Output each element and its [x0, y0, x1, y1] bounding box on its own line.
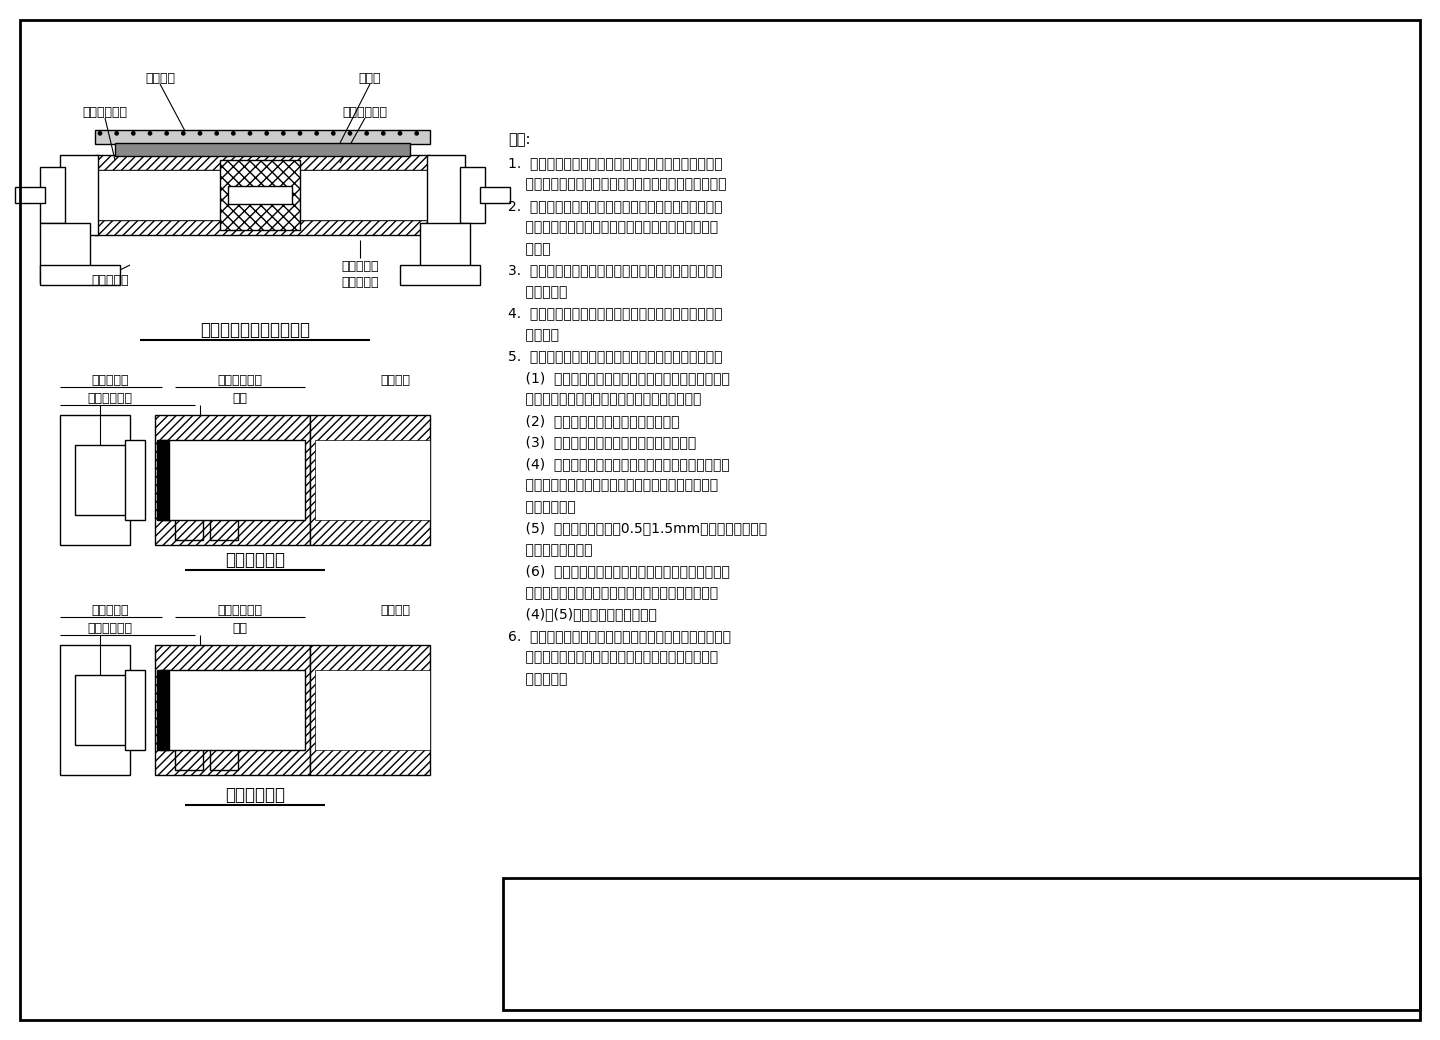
Bar [176, 495, 203, 540]
Bar [75, 445, 130, 515]
Text: 图集号: 图集号 [1159, 910, 1179, 924]
Bar [60, 415, 130, 545]
Text: (2)  采用专用整圆器将管口端部整圆。: (2) 采用专用整圆器将管口端部整圆。 [508, 414, 680, 428]
Bar [503, 878, 1420, 1010]
Text: 6.  太阳能集热器之间的连接管及集热循环管路均需保温，: 6. 太阳能集热器之间的连接管及集热循环管路均需保温， [508, 629, 732, 643]
Bar [428, 155, 465, 235]
Text: 卡套式管接头: 卡套式管接头 [82, 105, 128, 119]
Text: 55: 55 [1312, 989, 1328, 1003]
Bar [157, 670, 168, 750]
Text: 1.  太阳能集热器卡套式连接适用于太阳能集热器的进、: 1. 太阳能集热器卡套式连接适用于太阳能集热器的进、 [508, 156, 723, 170]
Bar [420, 223, 469, 283]
Text: 配套提供。: 配套提供。 [508, 285, 567, 300]
Text: 页: 页 [1165, 989, 1172, 1003]
Text: (4)和(5)步骤至管道安装完毕。: (4)和(5)步骤至管道安装完毕。 [508, 607, 657, 622]
Text: 保温材料应能耐集热系统的最高温度，材质及厚度由: 保温材料应能耐集热系统的最高温度，材质及厚度由 [508, 650, 719, 665]
Bar [400, 265, 480, 285]
Text: (1)  检查太阳能集热器出口直铜管管口，如发现管口: (1) 检查太阳能集热器出口直铜管管口，如发现管口 [508, 371, 730, 385]
Bar [310, 645, 431, 775]
Bar [210, 725, 238, 770]
Text: 太阳能集热器卡套式连接示意图: 太阳能集热器卡套式连接示意图 [700, 904, 922, 930]
Bar [95, 220, 431, 235]
Text: 保护层: 保护层 [359, 72, 382, 84]
Bar [60, 645, 130, 775]
Text: 5.  太阳能集热器之间采用卡套式管件连接的安装步骤：: 5. 太阳能集热器之间采用卡套式管件连接的安装步骤： [508, 349, 723, 364]
Bar [95, 155, 431, 170]
Bar [160, 670, 305, 750]
Text: 外丝直通本体: 外丝直通本体 [217, 373, 262, 387]
Bar [60, 155, 98, 235]
Text: 太阳能集热器: 太阳能集热器 [343, 105, 387, 119]
Bar [156, 645, 310, 775]
Text: 外丝直通连接: 外丝直通连接 [225, 551, 285, 569]
Text: 有毛刺、不平整或端面不垂直轴线时，应修正。: 有毛刺、不平整或端面不垂直轴线时，应修正。 [508, 392, 701, 407]
Text: 设计确定。: 设计确定。 [508, 672, 567, 686]
Text: 太阳能集热器的直铜管出口处于同一条直线上，重复: 太阳能集热器的直铜管出口处于同一条直线上，重复 [508, 586, 719, 600]
Text: 内丝直通连接: 内丝直通连接 [225, 786, 285, 804]
Bar [459, 167, 485, 223]
Bar [14, 187, 45, 203]
Text: 连接。: 连接。 [508, 242, 550, 256]
Text: 集热器入口: 集热器入口 [341, 260, 379, 274]
Text: 2.  太阳能集热器之间采用卡套式管件连接，太阳能集热: 2. 太阳能集热器之间采用卡套式管件连接，太阳能集热 [508, 199, 723, 213]
Bar [40, 265, 120, 285]
Bar [315, 670, 431, 750]
Text: 垫片: 垫片 [232, 391, 248, 405]
Bar [228, 186, 292, 204]
Text: 太阳能集热器: 太阳能集热器 [88, 622, 132, 634]
Text: 直铜管接头: 直铜管接头 [341, 276, 379, 288]
Bar [125, 670, 145, 750]
Text: 太阳能集热器卡套式连接: 太阳能集热器卡套式连接 [200, 321, 310, 339]
Bar [40, 167, 65, 223]
Bar [75, 675, 130, 745]
Text: 校对: 校对 [697, 989, 711, 1003]
Text: 管接头根部。: 管接头根部。 [508, 500, 576, 514]
Text: 器与阀门及金属管材之间采用卡套式内丝或外丝管件: 器与阀门及金属管材之间采用卡套式内丝或外丝管件 [508, 220, 719, 234]
Bar [160, 440, 305, 520]
Bar [220, 160, 300, 230]
Text: 4.  卡套式连接为刚性连接，对太阳能集热器的定位精度: 4. 卡套式连接为刚性连接，对太阳能集热器的定位精度 [508, 307, 723, 320]
Text: 集热器出口: 集热器出口 [91, 274, 128, 286]
Text: 说明:: 说明: [508, 132, 530, 147]
Text: 保温材料: 保温材料 [145, 72, 176, 84]
Text: 垫片: 垫片 [232, 622, 248, 634]
Text: 3.  太阳能集热器的连接管件应由太阳能集热器生产企业: 3. 太阳能集热器的连接管件应由太阳能集热器生产企业 [508, 263, 723, 278]
Bar [176, 725, 203, 770]
Bar [95, 170, 431, 220]
Text: 金属管材: 金属管材 [380, 603, 410, 617]
Bar [480, 187, 510, 203]
Bar [157, 440, 168, 520]
Text: 设计: 设计 [890, 989, 904, 1003]
Text: 张哲: 张哲 [759, 989, 773, 1003]
Bar [115, 142, 410, 156]
Bar [315, 440, 431, 520]
Bar [125, 440, 145, 520]
Bar [95, 130, 431, 144]
Text: 审核: 审核 [521, 989, 537, 1003]
Text: 15S128: 15S128 [1276, 907, 1364, 927]
Bar [156, 415, 310, 545]
Text: 与管件本体拧紧。: 与管件本体拧紧。 [508, 543, 592, 557]
Text: (4)  将锁紧螺帽、卡套套入太阳能集热器的直铜管出: (4) 将锁紧螺帽、卡套套入太阳能集热器的直铜管出 [508, 457, 730, 471]
Bar [310, 415, 431, 545]
Text: 要求高。: 要求高。 [508, 328, 559, 342]
Text: 王岩松: 王岩松 [946, 989, 969, 1003]
Bar [40, 223, 89, 283]
Text: 直铜管接头: 直铜管接头 [91, 603, 128, 617]
Text: 口端部，再用力将管接头插入管内，使直铜管管口达: 口端部，再用力将管接头插入管内，使直铜管管口达 [508, 478, 719, 493]
Text: 出口为直铜管的无压、承压太阳能集热器之间的连接。: 出口为直铜管的无压、承压太阳能集热器之间的连接。 [508, 178, 727, 191]
Bar [210, 495, 238, 540]
Text: (3)  先将一个太阳能集热器放置在支架上。: (3) 先将一个太阳能集热器放置在支架上。 [508, 436, 697, 449]
Text: 贾茸: 贾茸 [573, 989, 589, 1003]
Text: (5)  将卡套移至距管口0.5～1.5mm处，再将锁紧螺帽: (5) 将卡套移至距管口0.5～1.5mm处，再将锁紧螺帽 [508, 521, 768, 536]
Text: 太阳能集热器: 太阳能集热器 [88, 391, 132, 405]
Text: (6)  将相邻太阳能集热器放置在支架上，使相邻两个: (6) 将相邻太阳能集热器放置在支架上，使相邻两个 [508, 565, 730, 578]
Text: 直铜管接头: 直铜管接头 [91, 373, 128, 387]
Text: 内丝直通本体: 内丝直通本体 [217, 603, 262, 617]
Text: 金属管材: 金属管材 [380, 373, 410, 387]
